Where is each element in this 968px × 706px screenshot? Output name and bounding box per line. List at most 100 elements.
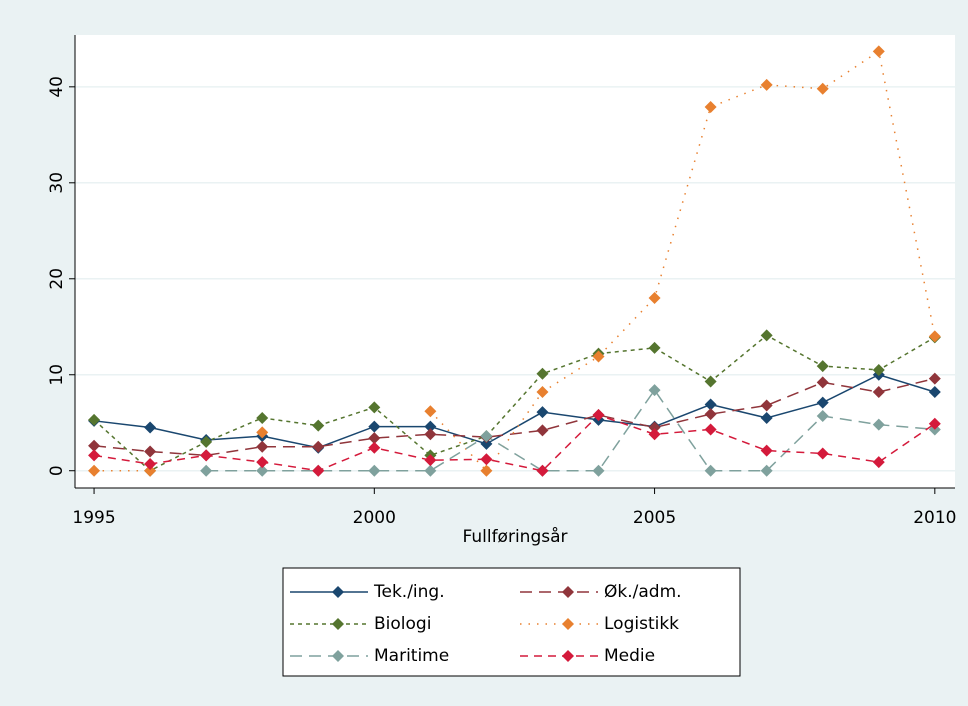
y-tick-label: 0 [47, 465, 67, 476]
data-point [144, 421, 157, 434]
data-point [312, 440, 325, 453]
data-point [368, 420, 381, 433]
legend-label: Medie [604, 646, 655, 666]
data-point [592, 350, 605, 363]
series-line [93, 334, 936, 472]
data-point [760, 444, 773, 457]
y-tick-label: 30 [47, 172, 67, 194]
data-point [648, 291, 661, 304]
data-point [928, 386, 941, 399]
data-point [928, 372, 941, 385]
data-point [88, 464, 101, 477]
plot-area [75, 35, 955, 488]
data-point [816, 360, 829, 373]
data-point [536, 424, 549, 437]
data-point [704, 375, 717, 388]
data-point [704, 100, 717, 113]
legend-marker [332, 586, 344, 598]
data-point [144, 458, 157, 471]
data-point [88, 449, 101, 462]
legend-marker [332, 618, 344, 630]
data-point [536, 367, 549, 380]
data-point [760, 411, 773, 424]
x-tick-label: 2010 [913, 508, 956, 528]
series-line [206, 388, 935, 472]
data-point [480, 464, 493, 477]
data-point [368, 464, 381, 477]
legend-box [282, 567, 741, 677]
data-point [928, 417, 941, 430]
data-point [536, 386, 549, 399]
data-point [480, 437, 493, 450]
data-point [760, 464, 773, 477]
data-point [872, 386, 885, 399]
data-point [424, 405, 437, 418]
data-point [648, 341, 661, 354]
data-point [424, 428, 437, 441]
data-point [816, 376, 829, 389]
data-point [648, 384, 661, 397]
x-tick-label: 2000 [353, 508, 396, 528]
data-point [760, 399, 773, 412]
data-point [872, 45, 885, 58]
data-point [256, 411, 269, 424]
data-point [872, 363, 885, 376]
data-point [816, 82, 829, 95]
data-point [256, 426, 269, 439]
data-point [144, 464, 157, 477]
data-point [536, 406, 549, 419]
data-point [872, 418, 885, 431]
data-point [760, 78, 773, 91]
data-point [648, 421, 661, 434]
data-point [536, 464, 549, 477]
data-point [200, 449, 213, 462]
data-point [88, 439, 101, 452]
series-line [93, 373, 936, 449]
series-line [94, 50, 936, 472]
y-tick-label: 10 [47, 364, 67, 386]
data-point [592, 464, 605, 477]
data-point [312, 419, 325, 432]
data-point [368, 441, 381, 454]
data-point [424, 464, 437, 477]
data-point [368, 432, 381, 445]
legend-label: Biologi [374, 614, 431, 634]
legend-label: Øk./adm. [604, 582, 682, 602]
data-point [704, 408, 717, 421]
data-point [760, 329, 773, 342]
data-point [424, 420, 437, 433]
data-point [704, 423, 717, 436]
x-tick-label: 1995 [72, 508, 115, 528]
data-point [88, 413, 101, 426]
x-axis-title: Fullføringsår [463, 526, 568, 547]
legend-marker [332, 650, 344, 662]
data-point [144, 445, 157, 458]
data-point [368, 401, 381, 414]
legend-label: Tek./ing. [373, 582, 445, 602]
legend-marker [562, 618, 574, 630]
y-tick-label: 20 [47, 268, 67, 290]
data-point [480, 453, 493, 466]
data-point [872, 456, 885, 469]
legend-marker [562, 586, 574, 598]
data-point [704, 398, 717, 411]
legend-marker [562, 650, 574, 662]
data-point [200, 464, 213, 477]
data-point [704, 464, 717, 477]
data-point [816, 447, 829, 460]
data-point [312, 464, 325, 477]
data-point [200, 435, 213, 448]
data-point [256, 464, 269, 477]
data-point [816, 410, 829, 423]
y-tick-label: 40 [47, 76, 67, 98]
data-point [816, 396, 829, 409]
data-point [424, 454, 437, 467]
data-point [256, 456, 269, 469]
x-tick-label: 2005 [633, 508, 676, 528]
data-point [480, 430, 493, 443]
data-point [256, 440, 269, 453]
series-line [93, 414, 936, 472]
legend-label: Logistikk [604, 614, 679, 634]
